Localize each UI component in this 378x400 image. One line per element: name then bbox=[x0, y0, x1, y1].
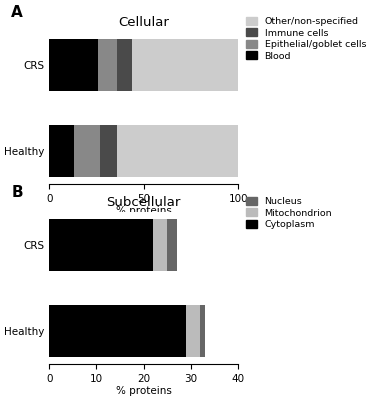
Bar bbox=[186, 305, 200, 357]
Text: B: B bbox=[11, 185, 23, 200]
Bar bbox=[98, 39, 117, 91]
Bar bbox=[100, 125, 117, 177]
Bar bbox=[49, 39, 98, 91]
Bar bbox=[49, 219, 153, 271]
Title: Subcellular: Subcellular bbox=[107, 196, 181, 210]
Legend: Nucleus, Mitochondrion, Cytoplasm: Nucleus, Mitochondrion, Cytoplasm bbox=[246, 197, 332, 229]
Bar bbox=[117, 39, 132, 91]
Bar bbox=[74, 125, 100, 177]
X-axis label: % proteins: % proteins bbox=[116, 386, 172, 396]
Bar bbox=[200, 305, 205, 357]
Legend: Other/non-specified, Immune cells, Epithelial/goblet cells, Blood: Other/non-specified, Immune cells, Epith… bbox=[246, 17, 366, 60]
Bar bbox=[49, 125, 74, 177]
Text: A: A bbox=[11, 5, 23, 20]
Title: Cellular: Cellular bbox=[118, 16, 169, 30]
Bar bbox=[117, 125, 238, 177]
Bar bbox=[49, 305, 186, 357]
Bar bbox=[132, 39, 238, 91]
Bar bbox=[153, 219, 167, 271]
Bar bbox=[167, 219, 177, 271]
X-axis label: % proteins: % proteins bbox=[116, 206, 172, 216]
